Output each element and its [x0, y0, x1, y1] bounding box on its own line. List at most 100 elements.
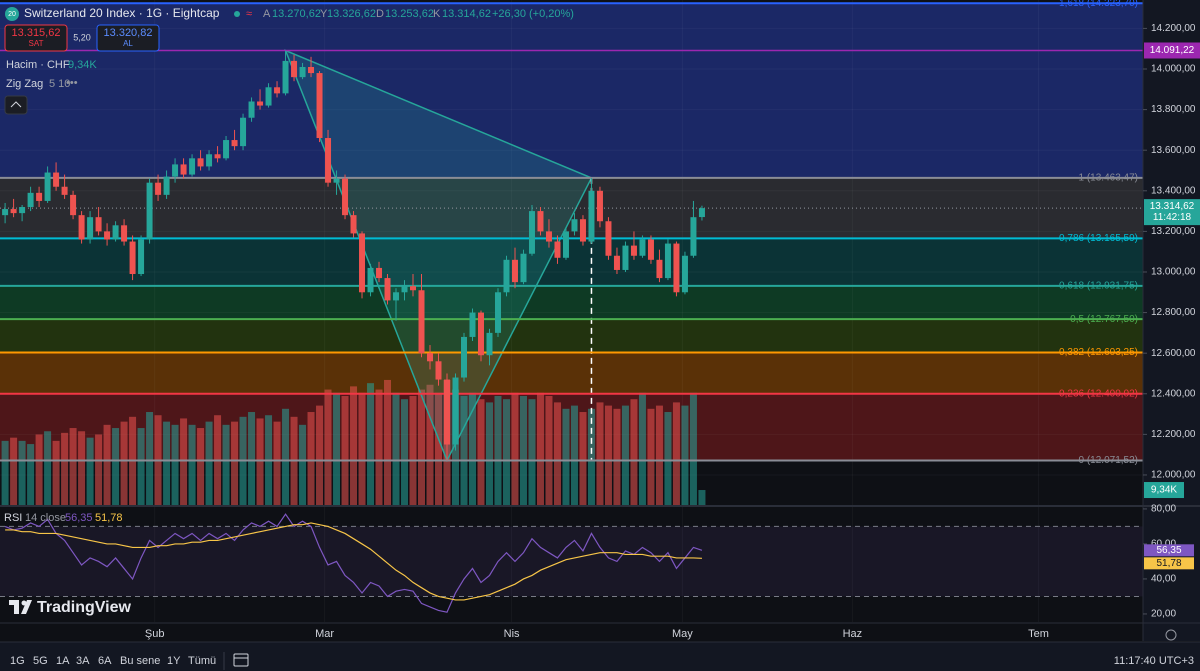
- volume-bar: [570, 405, 578, 505]
- candle-body: [639, 239, 646, 256]
- volume-bar: [27, 444, 35, 505]
- rsi-legend[interactable]: RSI: [4, 512, 22, 524]
- ohlc-value: 13.326,62: [327, 8, 376, 20]
- volume-bar: [638, 392, 646, 505]
- volume-bar: [375, 389, 383, 505]
- fib-label: 1,618 (14.323,70): [1059, 0, 1138, 9]
- sell-button[interactable]: [4, 24, 68, 52]
- candle-body: [393, 292, 400, 301]
- volume-bar: [485, 402, 493, 505]
- fib-band: [0, 319, 1143, 353]
- volume-bar: [120, 421, 128, 505]
- candle-body: [427, 353, 434, 362]
- volume-bar: [426, 384, 434, 505]
- fib-label: 0,618 (12.931,75): [1059, 280, 1138, 291]
- range-button[interactable]: 1A: [56, 655, 70, 667]
- candle-body: [299, 66, 306, 78]
- more-icon[interactable]: •••: [66, 77, 78, 89]
- range-button[interactable]: 1G: [10, 655, 25, 667]
- rsi-line: [5, 522, 702, 601]
- candle-body: [240, 117, 247, 147]
- volume-bar: [112, 428, 120, 505]
- ohlc-key: K: [433, 8, 441, 20]
- buy-button[interactable]: [96, 24, 160, 52]
- candle-body: [664, 243, 671, 279]
- calendar-icon[interactable]: [233, 653, 249, 667]
- volume-bar: [698, 490, 706, 505]
- volume-bar: [69, 428, 77, 505]
- volume-bar: [401, 399, 409, 505]
- candle-body: [588, 190, 595, 242]
- candle-body: [605, 221, 612, 256]
- symbol-title[interactable]: Switzerland 20 Index · 1G · Eightcap: [24, 6, 220, 20]
- change: +26,30 (+0,20%): [492, 8, 574, 20]
- plot-layer: 1,618 (14.323,70) 1 (13.463,47) 0,786 (13.…: [0, 0, 1143, 613]
- badge-text: 20: [8, 11, 16, 18]
- volume-bar: [78, 431, 86, 505]
- candle-body: [121, 225, 128, 242]
- volume-bar: [587, 408, 595, 505]
- candle-body: [316, 73, 323, 139]
- symbol-badge[interactable]: [5, 7, 19, 21]
- y-tick-label: 13.400,00: [1151, 185, 1196, 196]
- settings-icon[interactable]: [1165, 629, 1177, 641]
- volume-bar: [299, 424, 307, 505]
- candle-body: [460, 336, 467, 378]
- x-tick-label: Tem: [1028, 628, 1049, 640]
- volume-bar: [384, 379, 392, 505]
- candle-body: [630, 245, 637, 256]
- candle-body: [656, 259, 663, 279]
- volume-bar: [163, 421, 171, 505]
- clock[interactable]: 11:17:40 UTC+3: [1114, 655, 1194, 667]
- candle-body: [163, 176, 170, 195]
- volume-bar: [460, 395, 468, 505]
- candle-body: [520, 253, 527, 283]
- candle-body: [19, 207, 26, 214]
- volume-bar: [672, 402, 680, 505]
- rsi-params: 14 close: [25, 512, 66, 524]
- volume-bar: [511, 392, 519, 505]
- volume-bar: [137, 428, 145, 505]
- ohlc-value: 13.314,62: [442, 8, 491, 20]
- y-tick-label: 40,00: [1151, 574, 1176, 585]
- candle-body: [673, 243, 680, 293]
- range-button[interactable]: Bu sene: [120, 655, 160, 667]
- zigzag-legend[interactable]: Zig Zag: [6, 78, 43, 90]
- volume-bar: [52, 440, 60, 505]
- y-tick-label: 13.000,00: [1151, 267, 1196, 278]
- candle-body: [36, 192, 43, 201]
- candle-body: [197, 158, 204, 167]
- candle-body: [401, 286, 408, 293]
- ohlc-key: Y: [320, 8, 328, 20]
- y-tick-label: 14.200,00: [1151, 23, 1196, 34]
- candle-body: [435, 361, 442, 380]
- range-button[interactable]: 3A: [76, 655, 90, 667]
- logo-text[interactable]: TradingView: [37, 599, 132, 616]
- x-tick-label: May: [672, 628, 693, 640]
- candle-body: [486, 332, 493, 356]
- candle-body: [206, 154, 213, 167]
- status-icon: ≈: [246, 8, 252, 20]
- candle-body: [596, 190, 603, 222]
- range-button[interactable]: 5G: [33, 655, 48, 667]
- volume-label: 9,34K: [1151, 485, 1177, 496]
- volume-legend-value: 9,34K: [68, 59, 97, 71]
- volume-bar: [409, 395, 417, 505]
- volume-legend[interactable]: Hacim · CHF: [6, 59, 70, 71]
- candle-body: [146, 182, 153, 240]
- volume-bar: [664, 412, 672, 505]
- volume-bar: [316, 405, 324, 505]
- zigzag-params: 5 10: [49, 78, 70, 90]
- candle-body: [342, 178, 349, 216]
- collapse-button[interactable]: [4, 95, 28, 115]
- y-tick-label: 80,00: [1151, 504, 1176, 515]
- rsi-value-label: 56,35: [1156, 545, 1181, 556]
- range-button[interactable]: 1Y: [167, 655, 181, 667]
- volume-bar: [579, 412, 587, 505]
- candle-body: [477, 312, 484, 356]
- range-button[interactable]: Tümü: [188, 655, 216, 667]
- candle-body: [61, 186, 68, 195]
- range-button[interactable]: 6A: [98, 655, 112, 667]
- candle-body: [95, 217, 102, 232]
